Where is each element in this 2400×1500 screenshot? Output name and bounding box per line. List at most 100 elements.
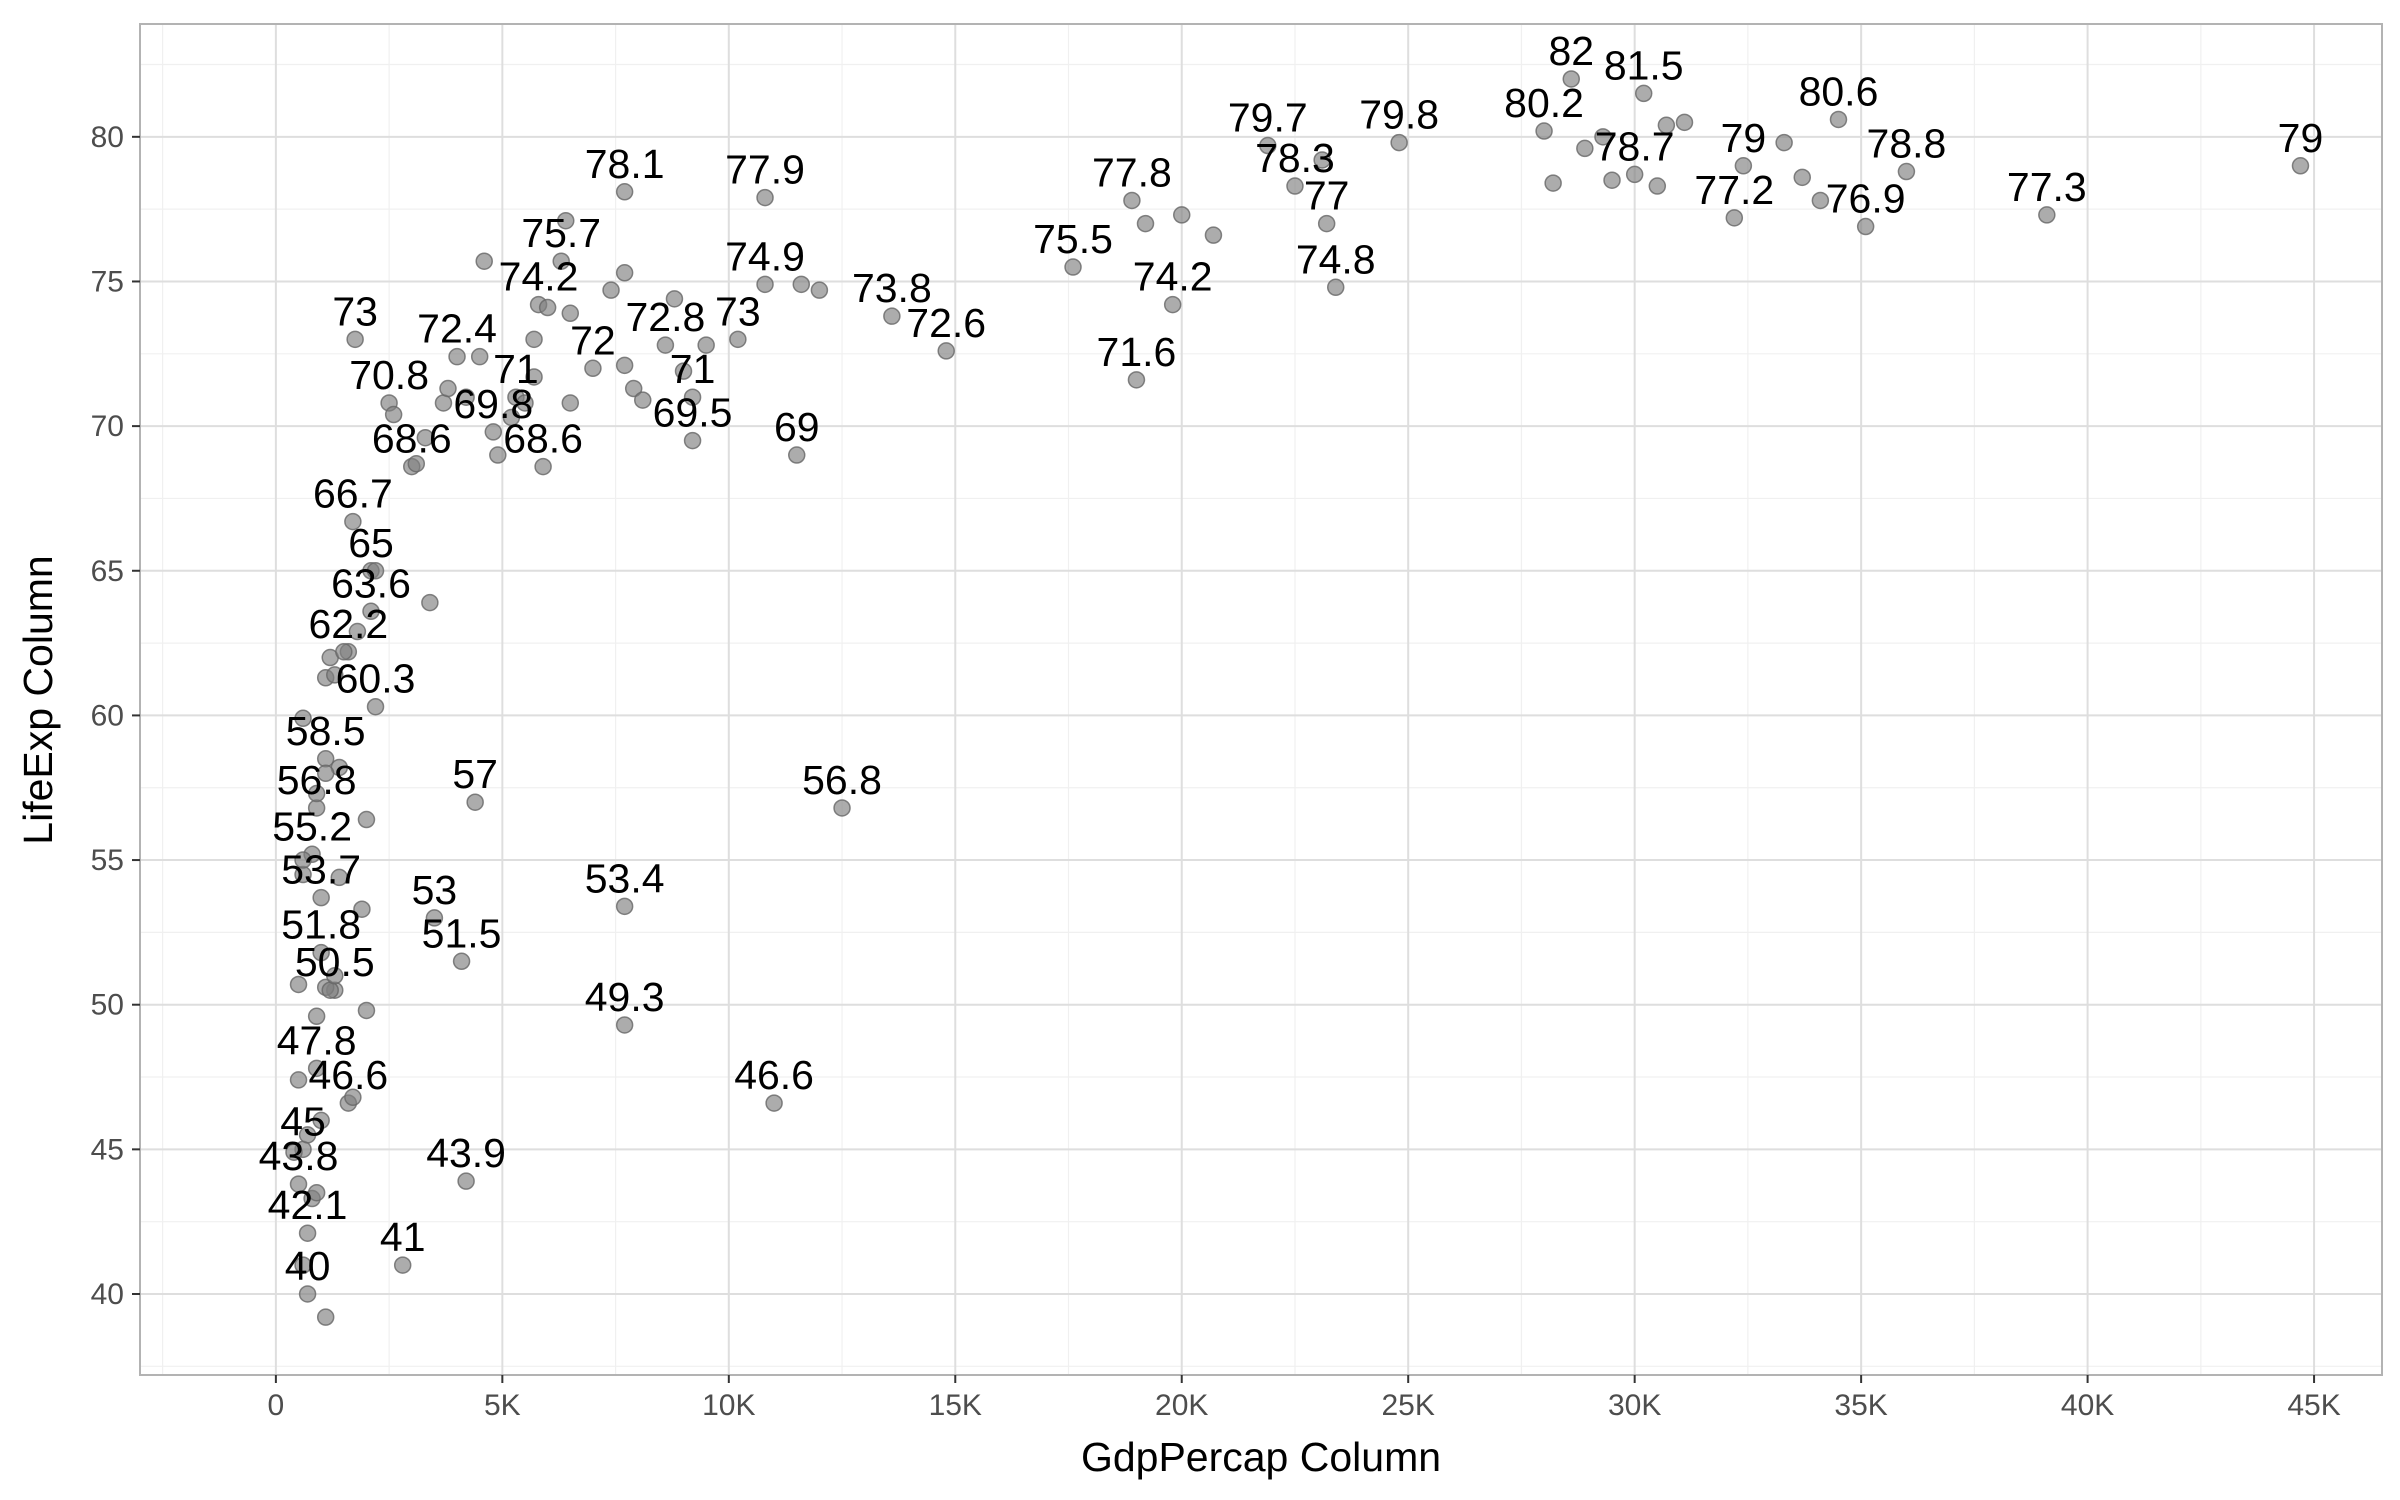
data-point (307, 1059, 326, 1078)
data-point (534, 457, 552, 476)
data-label: 77.8 (1092, 149, 1172, 195)
data-label: 77.9 (725, 147, 805, 193)
data-label: 60.3 (336, 656, 416, 702)
data-point (1603, 171, 1621, 189)
data-label: 79 (1721, 115, 1767, 161)
data-label: 68.6 (503, 416, 583, 462)
data-point (1856, 217, 1875, 236)
data-label: 53.4 (585, 855, 665, 901)
data-label: 71.6 (1097, 329, 1177, 375)
y-tick-label: 60 (91, 699, 124, 732)
data-point (683, 431, 702, 450)
data-point (538, 298, 557, 317)
data-label: 77.2 (1694, 167, 1774, 213)
data-point (289, 975, 308, 994)
x-tick-label: 10K (702, 1389, 755, 1422)
data-label: 53 (412, 867, 458, 913)
data-label: 71 (670, 346, 716, 392)
data-point (298, 1285, 317, 1303)
data-label: 66.7 (313, 471, 393, 517)
data-point (810, 281, 829, 299)
data-point (1127, 371, 1146, 389)
data-point (674, 362, 693, 380)
x-tick-label: 15K (929, 1389, 982, 1422)
x-tick-label: 40K (2061, 1389, 2114, 1422)
data-label: 78.7 (1595, 123, 1675, 169)
data-label: 69 (774, 404, 820, 450)
data-label: 79 (2278, 115, 2324, 161)
data-point (366, 697, 385, 716)
data-point (298, 1126, 317, 1144)
data-point (1594, 128, 1612, 146)
data-point (833, 799, 851, 817)
data-label: 69.5 (653, 390, 733, 436)
data-point (294, 1256, 312, 1274)
data-point (312, 1111, 330, 1130)
data-label: 72.6 (906, 300, 986, 346)
data-label: 42.1 (268, 1182, 348, 1228)
data-label: 76.9 (1826, 176, 1906, 222)
y-tick-label: 50 (91, 989, 124, 1022)
data-point (312, 943, 330, 962)
x-tick-label: 30K (1608, 1389, 1661, 1422)
data-point (466, 793, 484, 811)
data-point (1897, 162, 1916, 181)
data-point (425, 909, 444, 927)
y-tick-label: 40 (91, 1278, 124, 1311)
data-point (434, 394, 453, 412)
data-point (1317, 214, 1336, 233)
y-tick-label: 45 (91, 1133, 124, 1166)
data-label: 78.1 (585, 141, 665, 187)
data-point (457, 388, 475, 406)
data-point (294, 709, 312, 728)
data-point (615, 897, 634, 916)
data-point (792, 275, 811, 294)
data-point (452, 952, 471, 971)
data-label: 56.8 (802, 757, 882, 803)
data-label: 46.6 (734, 1052, 814, 1098)
data-point (289, 1175, 308, 1193)
data-label: 40 (285, 1243, 331, 1289)
data-label: 69.8 (453, 381, 533, 427)
data-label: 74.8 (1296, 236, 1376, 282)
data-label: 65 (348, 520, 394, 566)
data-point (1313, 151, 1331, 169)
data-point (1811, 191, 1830, 210)
data-label: 74.9 (725, 233, 805, 279)
data-label: 47.8 (277, 1017, 357, 1063)
data-point (289, 1071, 308, 1089)
data-label: 80.2 (1504, 80, 1584, 126)
data-point (883, 307, 901, 325)
data-point (307, 1007, 326, 1026)
data-point (393, 1256, 412, 1274)
data-point (584, 359, 602, 378)
data-point (1829, 110, 1848, 129)
data-point (1793, 168, 1812, 187)
data-point (384, 405, 403, 424)
data-point (489, 446, 507, 464)
data-label: 68.6 (372, 416, 452, 462)
data-point (416, 428, 435, 447)
data-point (344, 512, 362, 531)
data-point (407, 454, 426, 473)
data-label: 49.3 (585, 974, 665, 1020)
data-label: 74.2 (1133, 254, 1213, 300)
data-point (298, 1224, 317, 1242)
data-point (756, 275, 774, 294)
data-label: 73 (332, 288, 378, 334)
data-label: 78.3 (1255, 135, 1335, 181)
data-label: 57 (452, 751, 498, 797)
data-point (561, 394, 580, 412)
x-tick-label: 25K (1382, 1389, 1435, 1422)
data-point (2038, 206, 2056, 224)
data-point (634, 391, 652, 409)
data-label: 72 (570, 317, 616, 363)
data-label: 45 (280, 1098, 326, 1144)
data-point (1625, 165, 1644, 184)
data-point (326, 967, 344, 985)
data-labels: 7370.868.672.469.87168.674.275.77278.172… (259, 28, 2324, 1289)
data-point (1657, 116, 1676, 135)
data-point (1725, 209, 1744, 227)
data-point (307, 1183, 326, 1202)
data-point (615, 356, 634, 375)
